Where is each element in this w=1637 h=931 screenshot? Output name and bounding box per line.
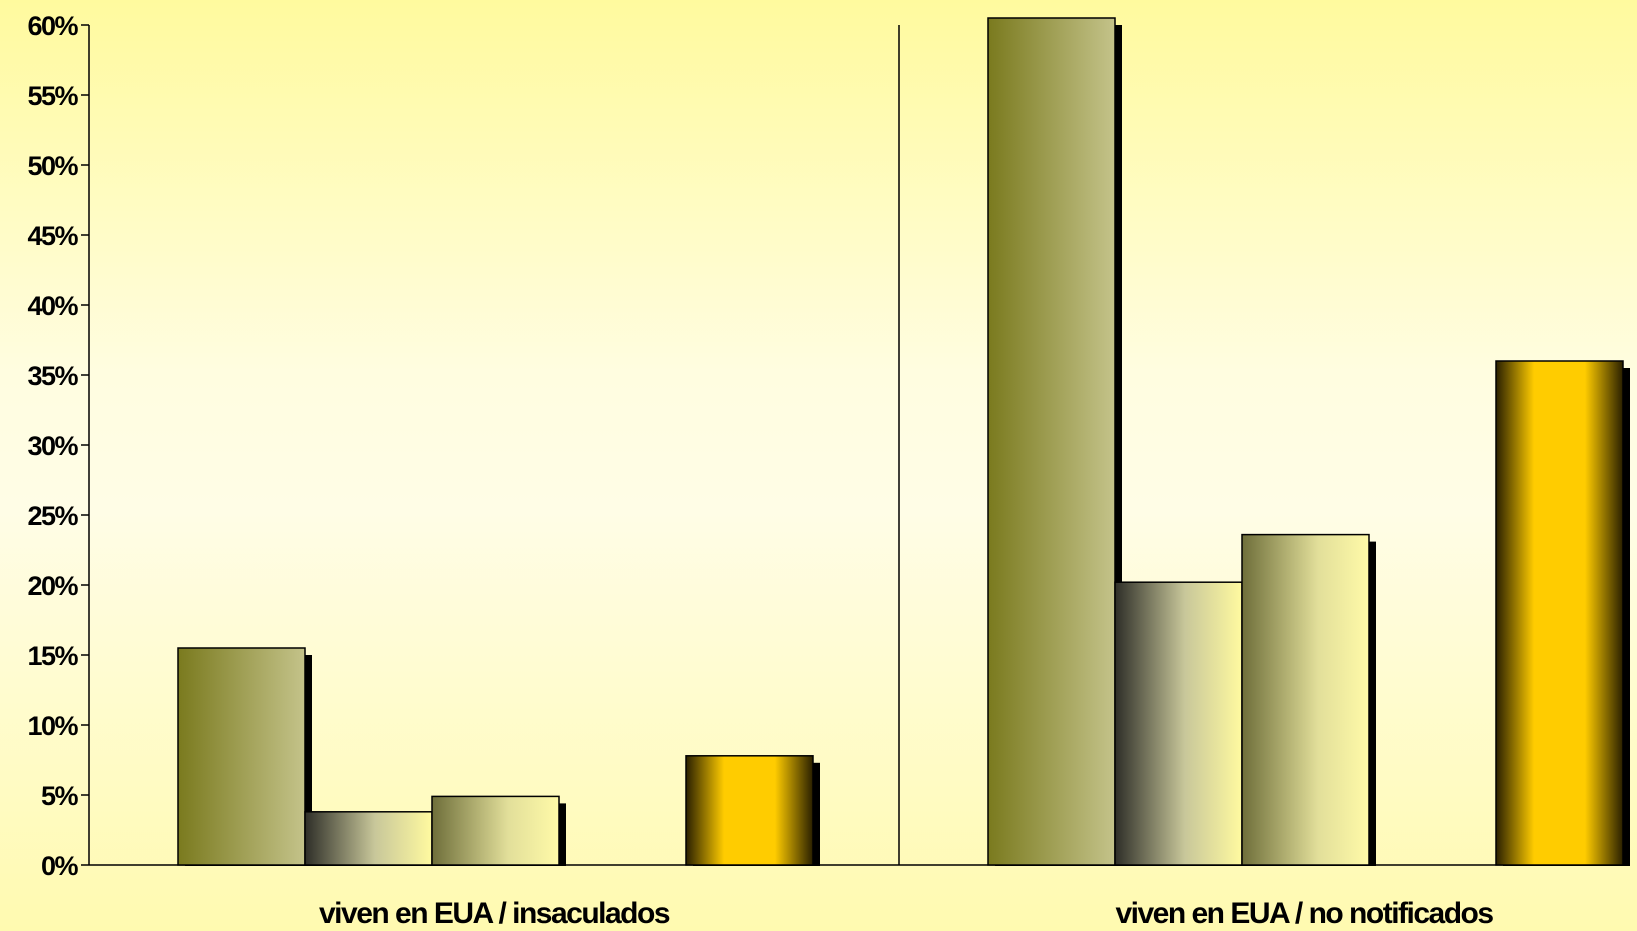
bar	[177, 647, 306, 866]
y-tick-label: 5%	[41, 781, 79, 811]
y-tick-label: 0%	[41, 851, 79, 881]
bar	[304, 811, 433, 866]
bar	[431, 795, 560, 866]
x-category-label: viven en EUA / no notificados	[1115, 897, 1493, 930]
bar	[987, 17, 1116, 866]
x-category-label: viven en EUA / insaculados	[319, 897, 670, 930]
y-tick-label: 25%	[27, 501, 78, 531]
y-axis: 0% 5% 10% 15% 20% 25% 30% 35% 40% 45% 50% 55% 60%	[27, 11, 1630, 881]
bars	[177, 17, 1630, 866]
bar	[1114, 581, 1243, 866]
y-tick-label: 45%	[27, 221, 78, 251]
y-tick-label: 60%	[27, 11, 78, 41]
y-tick-label: 10%	[27, 711, 78, 741]
y-tick-label: 20%	[27, 571, 78, 601]
bar	[1495, 360, 1624, 866]
y-tick-label: 50%	[27, 151, 78, 181]
bar	[1241, 533, 1370, 866]
y-tick-label: 30%	[27, 431, 78, 461]
bar	[685, 755, 814, 866]
y-tick-label: 35%	[27, 361, 78, 391]
y-tick-label: 55%	[27, 81, 78, 111]
y-tick-label: 15%	[27, 641, 78, 671]
y-tick-label: 40%	[27, 291, 78, 321]
category-labels: viven en EUA / insaculados viven en EUA /…	[319, 897, 1495, 930]
